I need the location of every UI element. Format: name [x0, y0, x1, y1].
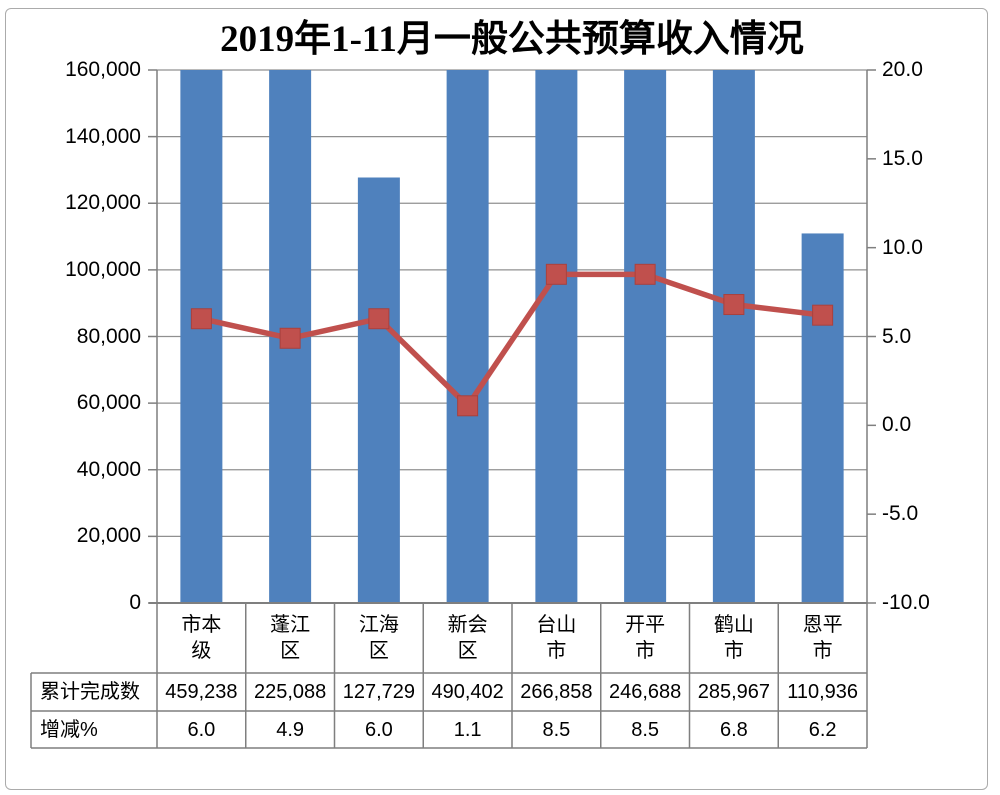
line-marker [545, 263, 567, 285]
table-cell-value: 285,967 [697, 681, 771, 703]
table-cell-value: 8.5 [631, 718, 660, 741]
table-cell-category: 开平 市 [625, 614, 666, 662]
y-axis-label-left: 60,000 [76, 391, 141, 415]
table-row-header: 累计完成数 [40, 681, 140, 703]
table-cell-value: 8.5 [542, 718, 571, 741]
line-marker [634, 263, 656, 285]
y-axis-label-left: 40,000 [76, 457, 141, 481]
table-cell-category: 市本 级 [181, 614, 222, 662]
table-cell-category: 台山 市 [536, 614, 577, 662]
line-marker [457, 395, 479, 417]
table-cell-value: 459,238 [165, 681, 238, 703]
y-axis-label-right: 5.0 [882, 324, 912, 348]
table-cell-category: 恩平 市 [802, 614, 843, 662]
y-axis-label-right: 20.0 [882, 58, 923, 81]
table-cell-value: 110,936 [787, 681, 859, 703]
table-cell-value: 6.8 [719, 718, 748, 741]
table-cell-value: 4.9 [276, 718, 305, 741]
table-cell-value: 127,729 [342, 681, 416, 703]
table-cell-value: 1.1 [453, 718, 482, 741]
table-row-header: 增减% [40, 718, 98, 741]
table-cell-category: 新会 区 [447, 614, 488, 662]
y-axis-label-left: 80,000 [76, 324, 141, 348]
y-axis-label-left: 0 [129, 591, 141, 614]
table-cell-value: 490,402 [431, 681, 504, 703]
table-cell-value: 6.0 [187, 718, 216, 741]
y-axis-label-right: -5.0 [882, 502, 919, 526]
trend-line [200, 271, 823, 411]
y-axis-label-right: 10.0 [882, 235, 923, 259]
chart-title: 2019年1-11月一般公共预算收入情况 [220, 19, 804, 60]
bar [180, 70, 223, 603]
line-marker [190, 308, 212, 330]
y-axis-label-right: -10.0 [882, 591, 930, 614]
y-axis-label-right: 15.0 [882, 146, 923, 170]
bar [624, 70, 667, 603]
bar [357, 177, 400, 604]
table-cell-value: 6.2 [808, 718, 837, 741]
y-axis-label-left: 100,000 [65, 257, 141, 281]
y-axis-label-left: 120,000 [65, 191, 141, 215]
table-cell-value: 6.0 [364, 718, 393, 741]
y-axis-label-left: 160,000 [65, 58, 141, 81]
table-cell-value: 246,688 [608, 681, 682, 703]
y-axis-label-right: 0.0 [882, 413, 912, 437]
y-axis-label-left: 140,000 [65, 124, 141, 148]
line-marker [368, 308, 390, 330]
bar [535, 70, 578, 603]
table-cell-value: 225,088 [253, 681, 327, 703]
table-cell-category: 江海 区 [358, 614, 399, 662]
y-axis-label-left: 20,000 [76, 524, 141, 548]
table-cell-value: 266,858 [520, 681, 593, 703]
line-marker [723, 294, 745, 316]
line-marker [812, 304, 834, 326]
table-cell-category: 鹤山 市 [713, 614, 754, 662]
bar [446, 70, 489, 603]
bar [712, 70, 755, 603]
line-marker [279, 327, 301, 349]
bar [801, 233, 844, 603]
table-cell-category: 蓬江 区 [270, 614, 311, 662]
